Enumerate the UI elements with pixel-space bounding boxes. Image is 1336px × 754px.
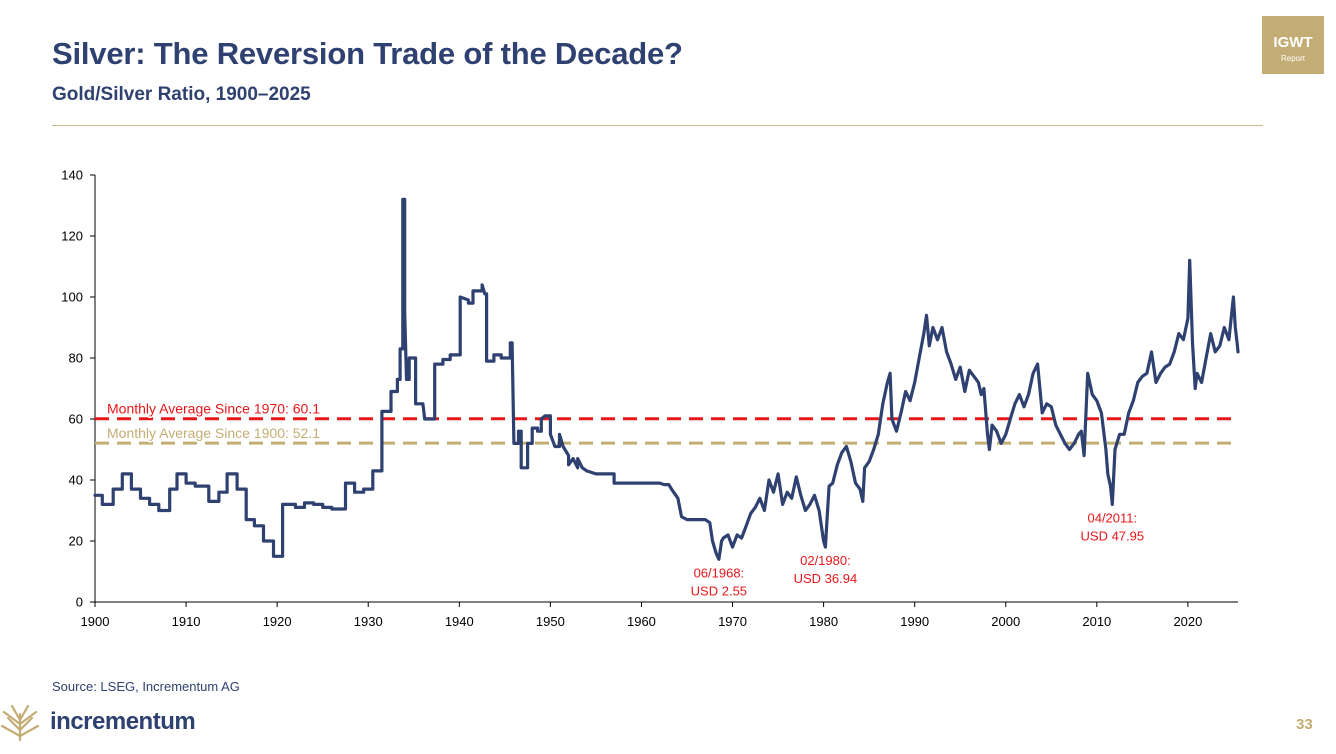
header-divider	[52, 125, 1263, 126]
x-tick-label: 1910	[172, 614, 201, 629]
x-tick-label: 1980	[809, 614, 838, 629]
badge-subtitle: Report	[1280, 54, 1305, 63]
annotation-date: 04/2011:	[1087, 510, 1137, 525]
annotation-date: 06/1968:	[694, 565, 745, 580]
annotation-price: USD 36.94	[794, 571, 858, 586]
badge-title: IGWT	[1273, 34, 1313, 51]
x-tick-label: 1930	[354, 614, 383, 629]
x-tick-label: 1940	[445, 614, 474, 629]
x-tick-label: 1970	[718, 614, 747, 629]
gold-silver-ratio-series-line	[93, 197, 1240, 561]
x-tick-label: 2000	[991, 614, 1020, 629]
y-tick-label: 20	[69, 534, 83, 549]
brand-wordmark: incrementum	[50, 708, 196, 735]
y-tick-label: 40	[69, 473, 83, 488]
page-title: Silver: The Reversion Trade of the Decad…	[52, 36, 683, 71]
avg-since-1970-label: Monthly Average Since 1970: 60.1	[107, 401, 320, 417]
avg-since-1900-label: Monthly Average Since 1900: 52.1	[107, 425, 320, 441]
x-tick-label: 1920	[263, 614, 292, 629]
x-tick-label: 2010	[1082, 614, 1111, 629]
x-tick-label: 1990	[900, 614, 929, 629]
annotation-price: USD 47.95	[1081, 528, 1145, 543]
x-tick-label: 1960	[627, 614, 656, 629]
source-note: Source: LSEG, Incrementum AG	[52, 679, 240, 694]
annotation-date: 02/1980:	[800, 553, 851, 568]
x-tick-label: 1950	[536, 614, 565, 629]
y-tick-label: 140	[61, 168, 83, 183]
x-tick-label: 2020	[1173, 614, 1202, 629]
x-tick-label: 1900	[81, 614, 110, 629]
igwt-report-badge: IGWT Report	[1262, 16, 1324, 74]
y-tick-label: 0	[76, 595, 83, 610]
annotation-price: USD 2.55	[691, 583, 747, 598]
wheat-logo-icon	[0, 704, 40, 742]
y-tick-label: 60	[69, 412, 83, 427]
page-subtitle: Gold/Silver Ratio, 1900–2025	[52, 84, 311, 105]
y-tick-label: 80	[69, 351, 83, 366]
y-tick-label: 100	[61, 290, 83, 305]
page-number: 33	[1296, 716, 1313, 733]
y-tick-label: 120	[61, 229, 83, 244]
